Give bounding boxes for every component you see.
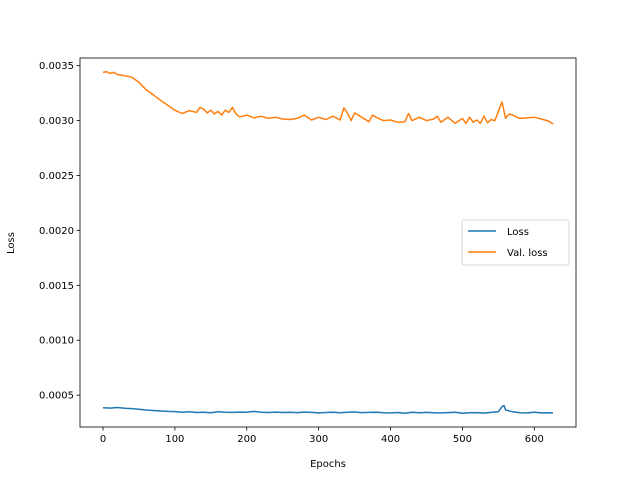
- plot-frame: [79, 57, 577, 428]
- y-axis-ticks: 0.0005 0.0010 0.0015 0.0020 0.0025 0.0030 0.00…: [39, 61, 80, 402]
- y-axis-label: Loss: [6, 232, 17, 254]
- series-line-val-loss: [102, 70, 554, 125]
- legend-label-val-loss: Val. loss: [507, 248, 548, 259]
- legend: Loss Val. loss: [461, 219, 570, 266]
- x-tick-label: 500: [453, 434, 472, 445]
- y-tick-label: 0.0035: [39, 61, 74, 72]
- x-axis-label: Epochs: [310, 459, 346, 470]
- series-line-loss: [102, 404, 554, 414]
- x-tick-label: 200: [237, 434, 256, 445]
- y-tick-label: 0.0025: [39, 171, 74, 182]
- x-axis-ticks: 0 100 200 300 400 500 600: [100, 427, 544, 445]
- y-tick-label: 0.0005: [39, 391, 74, 402]
- x-tick-label: 400: [381, 434, 400, 445]
- x-tick-label: 100: [165, 434, 184, 445]
- x-tick-label: 0: [100, 434, 106, 445]
- series-layer: [102, 70, 554, 414]
- x-tick-label: 300: [309, 434, 328, 445]
- legend-label-loss: Loss: [507, 227, 529, 238]
- y-tick-label: 0.0015: [39, 281, 74, 292]
- y-tick-label: 0.0020: [39, 226, 74, 237]
- y-tick-label: 0.0010: [39, 336, 74, 347]
- y-tick-label: 0.0030: [39, 116, 74, 127]
- x-tick-label: 600: [525, 434, 544, 445]
